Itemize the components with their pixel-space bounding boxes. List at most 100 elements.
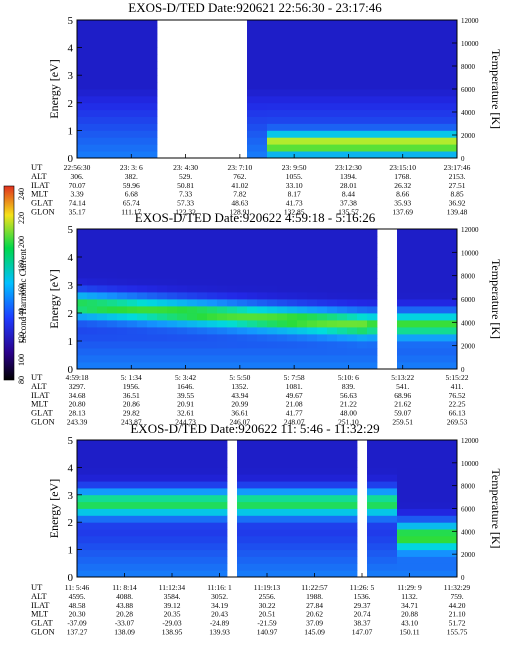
heatmap-cell bbox=[407, 54, 418, 62]
heatmap-cell bbox=[247, 474, 258, 482]
heatmap-cell bbox=[407, 341, 418, 349]
heatmap-cell bbox=[417, 556, 428, 564]
heatmap-cell bbox=[97, 440, 108, 448]
heatmap-cell bbox=[147, 137, 158, 145]
heatmap-cell bbox=[127, 40, 138, 48]
heatmap-cell bbox=[127, 299, 138, 307]
heatmap-cell bbox=[377, 130, 388, 138]
heatmap-cell bbox=[337, 271, 348, 279]
heatmap-cell bbox=[387, 487, 398, 496]
heatmap-cell bbox=[317, 501, 328, 509]
heatmap-cell bbox=[97, 137, 108, 145]
heatmap-cell bbox=[147, 535, 158, 544]
heatmap-cell bbox=[237, 563, 248, 571]
heatmap-cell bbox=[317, 123, 328, 131]
colorbar-ticks: 240 220 200 180 160 140 120 100 80 bbox=[17, 188, 26, 384]
heatmap-cell bbox=[117, 243, 128, 251]
heatmap-cell bbox=[207, 446, 218, 455]
heatmap-cell bbox=[177, 271, 188, 279]
heatmap-cell bbox=[127, 61, 138, 69]
heatmap-cell bbox=[257, 54, 268, 62]
heatmap-cell bbox=[417, 61, 428, 69]
heatmap-cell bbox=[117, 68, 128, 76]
heatmap-cell bbox=[137, 563, 148, 571]
heatmap-cell bbox=[377, 446, 388, 455]
heatmap-cell bbox=[257, 257, 268, 265]
heatmap-cell bbox=[137, 494, 148, 503]
heatmap-cell bbox=[107, 570, 118, 578]
heatmap-cell bbox=[427, 535, 438, 544]
heatmap-cell bbox=[407, 243, 418, 251]
heatmap-cell bbox=[187, 508, 198, 516]
heatmap-cell bbox=[307, 264, 318, 272]
heatmap-cell bbox=[187, 285, 198, 293]
heatmap-cell bbox=[97, 285, 108, 293]
heatmap-cell bbox=[327, 440, 338, 448]
heatmap-cell bbox=[107, 487, 118, 496]
heatmap-cell bbox=[187, 570, 198, 578]
heatmap-cell bbox=[127, 89, 138, 97]
y-right-tick-label: 8000 bbox=[461, 483, 476, 491]
heatmap-cell bbox=[427, 54, 438, 62]
heatmap-cell bbox=[107, 529, 118, 537]
heatmap-cell bbox=[407, 95, 418, 104]
heatmap-cell bbox=[417, 440, 428, 448]
heatmap-cell bbox=[307, 285, 318, 293]
heatmap-cell bbox=[267, 54, 278, 62]
heatmap-cell bbox=[417, 144, 428, 152]
heatmap-cell bbox=[247, 89, 258, 97]
table-cell: 32.61 bbox=[177, 409, 194, 418]
heatmap-cell bbox=[247, 123, 258, 131]
heatmap-cell bbox=[87, 563, 98, 571]
heatmap-cell bbox=[167, 257, 178, 265]
heatmap-cell bbox=[217, 299, 228, 307]
heatmap-cell bbox=[97, 250, 108, 258]
heatmap-cell bbox=[307, 116, 318, 124]
heatmap-cell bbox=[407, 515, 418, 523]
heatmap-cell bbox=[357, 95, 368, 104]
heatmap-cell bbox=[397, 508, 408, 516]
heatmap-cell bbox=[97, 453, 108, 461]
heatmap-cell bbox=[397, 334, 408, 342]
heatmap-cell bbox=[437, 306, 448, 314]
heatmap-cell bbox=[157, 355, 168, 363]
heatmap-cell bbox=[287, 320, 298, 328]
heatmap-cell bbox=[77, 515, 88, 523]
heatmap-cell bbox=[317, 264, 328, 272]
heatmap-cell bbox=[437, 264, 448, 272]
heatmap-cell bbox=[417, 348, 428, 356]
heatmap-cell bbox=[267, 89, 278, 97]
heatmap-cell bbox=[347, 570, 358, 578]
heatmap-cell bbox=[227, 320, 238, 328]
heatmap-cell bbox=[437, 61, 448, 69]
heatmap-cell bbox=[307, 299, 318, 307]
heatmap-cell bbox=[197, 522, 208, 530]
heatmap-cell bbox=[397, 542, 408, 551]
heatmap-cell bbox=[337, 151, 348, 159]
heatmap-cell bbox=[287, 144, 298, 152]
heatmap-cell bbox=[217, 355, 228, 363]
heatmap-cell bbox=[157, 494, 168, 503]
table-cell: 37.09 bbox=[306, 619, 323, 628]
heatmap-cell bbox=[337, 116, 348, 124]
table-cell: 20.80 bbox=[69, 400, 86, 409]
heatmap-cell bbox=[77, 75, 88, 83]
heatmap-cell bbox=[177, 549, 188, 557]
heatmap-cell bbox=[287, 313, 298, 321]
heatmap-cell bbox=[197, 355, 208, 363]
heatmap-cell bbox=[417, 82, 428, 90]
heatmap-cell bbox=[427, 116, 438, 124]
heatmap-cell bbox=[347, 348, 358, 356]
heatmap-cell bbox=[277, 299, 288, 307]
heatmap-cell bbox=[137, 285, 148, 293]
heatmap-cell bbox=[217, 446, 228, 455]
heatmap-cell bbox=[327, 40, 338, 48]
table-cell: 21.62 bbox=[394, 400, 411, 409]
heatmap-cell bbox=[397, 40, 408, 48]
heatmap-cell bbox=[367, 299, 378, 307]
heatmap-cell bbox=[77, 26, 88, 35]
heatmap-cell bbox=[187, 522, 198, 530]
heatmap-cell bbox=[97, 549, 108, 557]
colorbar-tick: 140 bbox=[17, 308, 26, 320]
heatmap-cell bbox=[137, 515, 148, 523]
